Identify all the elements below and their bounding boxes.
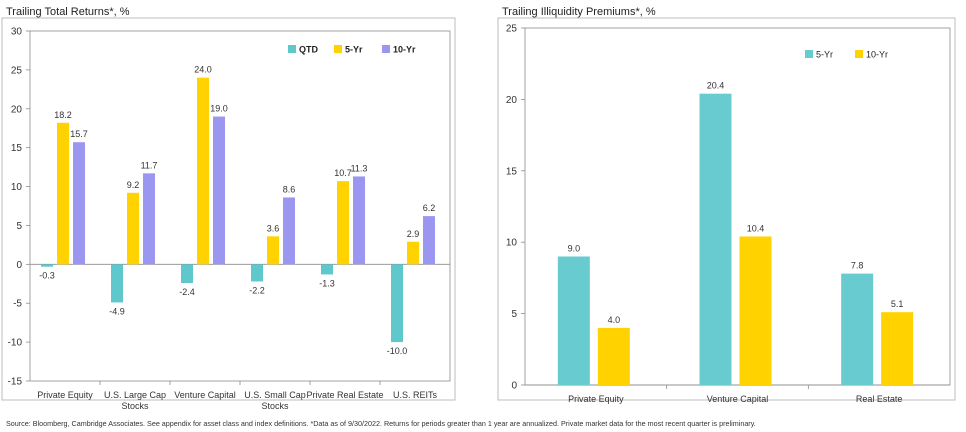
returns-legend-swatch bbox=[334, 45, 342, 53]
returns-data-label: 9.2 bbox=[127, 180, 140, 190]
returns-bar-5yr bbox=[127, 192, 139, 265]
premiums-legend-label: 10-Yr bbox=[866, 50, 888, 60]
returns-y-tick-label: 15 bbox=[11, 143, 23, 154]
returns-data-label: -10.0 bbox=[387, 346, 408, 356]
premiums-chart-frame bbox=[497, 17, 956, 401]
returns-bar-qtd bbox=[251, 264, 263, 282]
premiums-category-label: Private Equity bbox=[568, 394, 624, 404]
returns-bar-10yr bbox=[283, 197, 295, 265]
source-footnote: Source: Bloomberg, Cambridge Associates.… bbox=[6, 419, 756, 428]
returns-legend-swatch bbox=[382, 45, 390, 53]
returns-bar-10yr bbox=[353, 176, 365, 265]
premiums-y-tick-label: 20 bbox=[506, 95, 518, 106]
returns-y-tick-label: -10 bbox=[8, 338, 23, 349]
returns-data-label: 18.2 bbox=[54, 110, 72, 120]
returns-data-label: -4.9 bbox=[109, 306, 125, 316]
premiums-bar-10yr bbox=[597, 327, 630, 385]
returns-legend-swatch bbox=[288, 45, 296, 53]
chart-title-premiums: Trailing Illiquidity Premiums*, % bbox=[502, 6, 656, 18]
premiums-legend-swatch bbox=[855, 50, 863, 58]
premiums-category-label: Real Estate bbox=[856, 394, 903, 404]
returns-legend-label: 10-Yr bbox=[393, 45, 416, 55]
returns-category-label: U.S. Small Cap bbox=[244, 390, 306, 400]
premiums-legend-swatch bbox=[805, 50, 813, 58]
returns-bar-10yr bbox=[423, 216, 435, 265]
returns-category-label: Stocks bbox=[121, 401, 149, 411]
returns-y-tick-label: 5 bbox=[16, 221, 22, 232]
returns-bar-qtd bbox=[321, 264, 333, 275]
returns-y-tick-label: 25 bbox=[11, 65, 23, 76]
returns-legend-label: 5-Yr bbox=[345, 45, 363, 55]
returns-data-label: 3.6 bbox=[267, 223, 280, 233]
premiums-data-label: 20.4 bbox=[707, 81, 725, 91]
returns-data-label: -0.3 bbox=[39, 271, 55, 281]
premiums-category-label: Venture Capital bbox=[707, 394, 769, 404]
returns-legend-label: QTD bbox=[299, 45, 318, 55]
returns-chart-frame bbox=[1, 17, 456, 401]
returns-category-label: U.S. REITs bbox=[393, 390, 438, 400]
premiums-y-tick-label: 15 bbox=[506, 166, 518, 177]
premiums-legend-label: 5-Yr bbox=[816, 50, 833, 60]
returns-data-label: -2.4 bbox=[179, 287, 195, 297]
returns-data-label: 15.7 bbox=[70, 129, 88, 139]
returns-data-label: 11.3 bbox=[351, 163, 368, 173]
returns-bar-qtd bbox=[391, 264, 403, 343]
returns-data-label: 2.9 bbox=[407, 229, 420, 239]
premiums-bar-5yr bbox=[699, 93, 732, 386]
returns-y-tick-label: -15 bbox=[8, 377, 23, 388]
returns-y-tick-label: 10 bbox=[11, 182, 23, 193]
returns-bar-10yr bbox=[213, 116, 225, 265]
returns-data-label: -2.2 bbox=[249, 285, 265, 295]
returns-bar-5yr bbox=[57, 122, 69, 265]
returns-category-label: Venture Capital bbox=[174, 390, 236, 400]
returns-y-tick-label: -5 bbox=[13, 299, 22, 310]
returns-data-label: 24.0 bbox=[194, 65, 212, 75]
chart-title-returns: Trailing Total Returns*, % bbox=[6, 6, 130, 18]
premiums-y-tick-label: 10 bbox=[506, 238, 518, 249]
premiums-data-label: 9.0 bbox=[568, 243, 581, 253]
returns-bar-5yr bbox=[337, 181, 349, 265]
premiums-bar-5yr bbox=[841, 273, 874, 385]
returns-bar-10yr bbox=[73, 142, 85, 265]
returns-bar-10yr bbox=[143, 173, 155, 265]
premiums-data-label: 10.4 bbox=[747, 223, 765, 233]
returns-data-label: -1.3 bbox=[319, 278, 335, 288]
premiums-bar-10yr bbox=[881, 312, 914, 385]
premiums-y-tick-label: 0 bbox=[511, 381, 517, 392]
premiums-y-tick-label: 25 bbox=[506, 24, 518, 35]
premiums-y-tick-label: 5 bbox=[511, 309, 517, 320]
returns-bar-qtd bbox=[41, 264, 53, 267]
returns-y-tick-label: 0 bbox=[16, 260, 22, 271]
returns-category-label: U.S. Large Cap bbox=[104, 390, 166, 400]
returns-bar-qtd bbox=[181, 264, 193, 283]
returns-y-tick-label: 20 bbox=[11, 104, 23, 115]
returns-data-label: 10.7 bbox=[334, 168, 352, 178]
premiums-data-label: 5.1 bbox=[891, 299, 904, 309]
returns-bar-5yr bbox=[267, 236, 279, 265]
returns-category-label: Private Real Estate bbox=[306, 390, 383, 400]
returns-bar-5yr bbox=[197, 77, 209, 265]
returns-bar-5yr bbox=[407, 241, 419, 265]
returns-data-label: 19.0 bbox=[210, 104, 228, 114]
returns-category-label: Private Equity bbox=[37, 390, 93, 400]
premiums-bar-5yr bbox=[557, 256, 590, 385]
returns-data-label: 11.7 bbox=[141, 160, 158, 170]
premiums-bar-10yr bbox=[739, 236, 772, 385]
returns-data-label: 6.2 bbox=[423, 203, 436, 213]
premiums-data-label: 7.8 bbox=[851, 261, 864, 271]
returns-data-label: 8.6 bbox=[283, 184, 296, 194]
returns-plot-area bbox=[29, 30, 451, 382]
returns-bar-qtd bbox=[111, 264, 123, 303]
returns-y-tick-label: 30 bbox=[11, 27, 23, 38]
premiums-data-label: 4.0 bbox=[608, 315, 621, 325]
returns-category-label: Stocks bbox=[261, 401, 289, 411]
